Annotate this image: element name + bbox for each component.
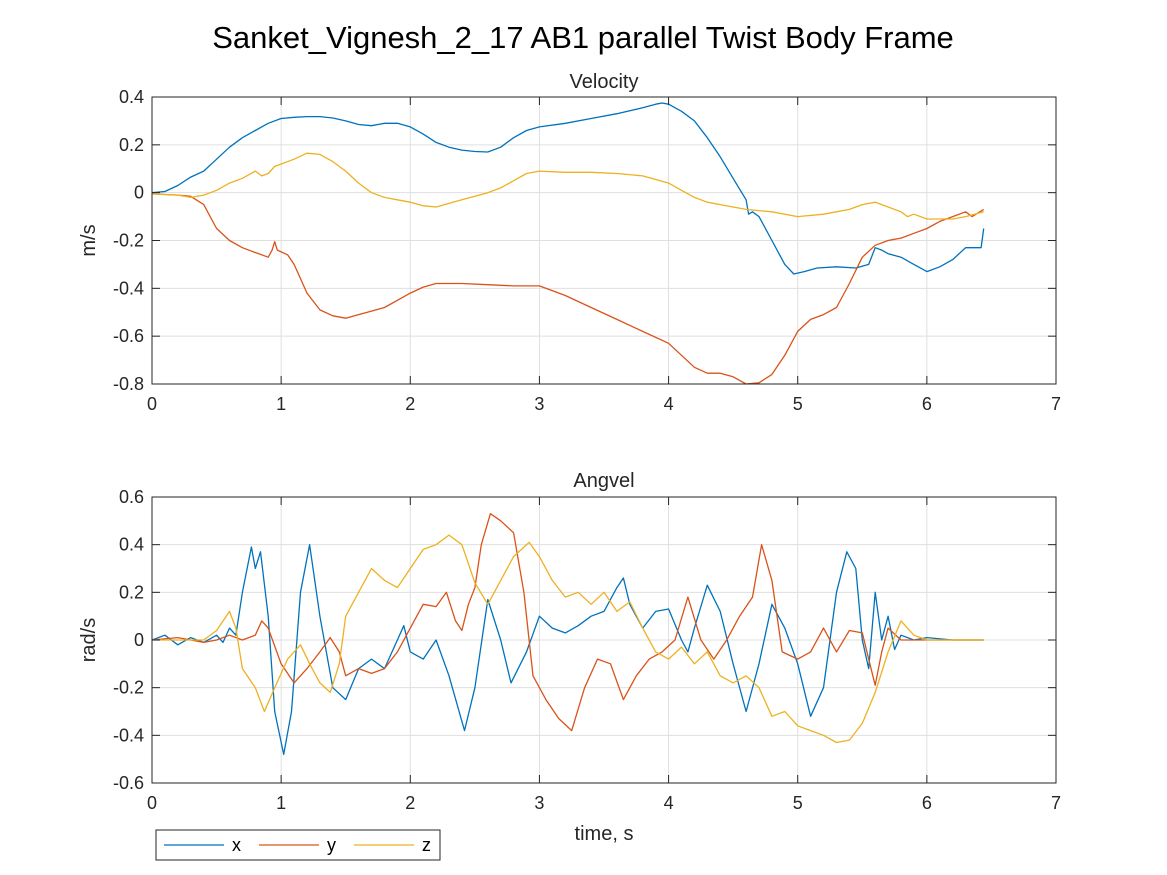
series-line-x	[151, 544, 984, 756]
x-tick-label: 0	[147, 394, 157, 414]
y-tick-label: -0.4	[113, 278, 144, 298]
y-tick-label: 0.2	[119, 582, 144, 602]
x-tick-label: 1	[276, 793, 286, 813]
x-tick-label: 6	[922, 793, 932, 813]
y-tick-label: -0.6	[113, 773, 144, 793]
legend: x y z	[155, 829, 441, 861]
y-tick-label: 0	[134, 630, 144, 650]
y-tick-label: 0.2	[119, 135, 144, 155]
x-tick-label: 7	[1051, 394, 1061, 414]
x-tick-label: 4	[664, 394, 674, 414]
series-line-x	[151, 102, 985, 275]
y-tick-label: 0.4	[119, 535, 144, 555]
x-tick-label: 5	[793, 793, 803, 813]
x-tick-label: 1	[276, 394, 286, 414]
y-axis-label: m/s	[78, 224, 100, 256]
series-line-y	[151, 513, 984, 732]
axes-title: Velocity	[570, 71, 639, 93]
x-tick-label: 6	[922, 394, 932, 414]
legend-label-y: y	[327, 835, 336, 855]
x-tick-label: 3	[534, 793, 544, 813]
y-axis-label: rad/s	[78, 618, 100, 662]
series-line-y	[151, 193, 985, 385]
y-tick-label: -0.2	[113, 231, 144, 251]
y-tick-label: -0.8	[113, 374, 144, 394]
x-tick-label: 3	[534, 394, 544, 414]
y-tick-label: 0.4	[119, 87, 144, 107]
x-tick-label: 7	[1051, 793, 1061, 813]
velocity-axes: 0 1 2 3 4 5 6 7 -0.8 -0.6 -0.4 -0.2 0 0.2 0.4 Velocity m…	[78, 71, 1061, 414]
x-tick-label: 5	[793, 394, 803, 414]
axes-title: Angvel	[573, 470, 634, 492]
series-line-z	[151, 152, 984, 220]
figure-title: Sanket_Vignesh_2_17 AB1 parallel Twist B…	[212, 20, 954, 55]
x-tick-label: 4	[664, 793, 674, 813]
x-tick-label: 0	[147, 793, 157, 813]
x-tick-label: 2	[405, 394, 415, 414]
legend-label-x: x	[232, 835, 241, 855]
y-tick-label: -0.6	[113, 326, 144, 346]
y-tick-label: 0.6	[119, 487, 144, 507]
x-axis-label: time, s	[575, 823, 634, 845]
y-tick-label: 0	[134, 183, 144, 203]
angvel-axes: 0 1 2 3 4 5 6 7 -0.6 -0.4 -0.2 0 0.2 0.4 0.6 Angvel rad/…	[78, 470, 1061, 845]
series-line-z	[152, 534, 984, 744]
y-tick-label: -0.2	[113, 678, 144, 698]
x-tick-label: 2	[405, 793, 415, 813]
y-tick-label: -0.4	[113, 725, 144, 745]
legend-label-z: z	[422, 835, 431, 855]
